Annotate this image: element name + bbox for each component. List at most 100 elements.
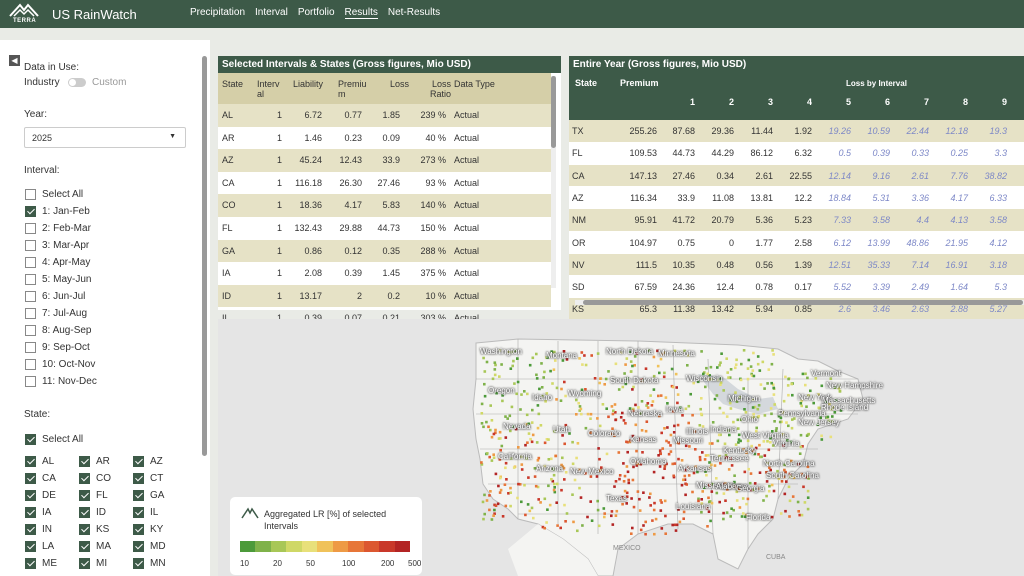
table-row[interactable]: AR 1 1.46 0.23 0.09 40 % Actual <box>218 127 551 150</box>
data-source-toggle[interactable] <box>68 78 86 87</box>
state-option-ca[interactable]: CA <box>25 471 56 485</box>
col-loss-ratio[interactable]: Loss Ratio <box>429 79 451 99</box>
state-option-mn[interactable]: MN <box>133 556 166 570</box>
select-all-intervals[interactable]: Select All <box>25 187 83 201</box>
table-row[interactable]: FL 1 132.43 29.88 44.73 150 % Actual <box>218 217 551 240</box>
table-row[interactable]: NV 111.5 10.35 0.48 0.56 1.39 12.51 35.33 7.14 16… <box>569 253 1024 276</box>
interval-option-2[interactable]: 2: Feb-Mar <box>25 221 91 235</box>
checkbox[interactable] <box>25 540 36 552</box>
state-option-az[interactable]: AZ <box>133 454 163 468</box>
state-option-ia[interactable]: IA <box>25 505 51 519</box>
table-row[interactable]: AL 1 6.72 0.77 1.85 239 % Actual <box>218 104 551 127</box>
col-interval-4[interactable]: 4 <box>806 97 812 107</box>
state-option-ar[interactable]: AR <box>79 454 110 468</box>
col-interval-8[interactable]: 8 <box>962 97 968 107</box>
state-option-ct[interactable]: CT <box>133 471 163 485</box>
checkbox[interactable] <box>133 523 144 535</box>
col-interval-3[interactable]: 3 <box>767 97 773 107</box>
checkbox[interactable] <box>79 455 90 467</box>
col-liability[interactable]: Liability <box>293 79 324 89</box>
us-loss-ratio-map[interactable]: Washington Montana North Dakota Minnesota So… <box>218 319 1024 576</box>
checkbox[interactable] <box>25 472 36 484</box>
state-option-ks[interactable]: KS <box>79 522 109 536</box>
nav-results[interactable]: Results <box>344 7 378 19</box>
table-row[interactable]: FL 109.53 44.73 44.29 86.12 6.32 0.5 0.39 0.33 0.… <box>569 142 1024 164</box>
col-loss[interactable]: Loss <box>390 79 410 89</box>
interval-option-8[interactable]: 8: Aug-Sep <box>25 323 91 337</box>
state-option-id[interactable]: ID <box>79 505 106 519</box>
checkbox[interactable] <box>25 307 36 319</box>
col-interval-7[interactable]: 7 <box>923 97 929 107</box>
col-data-type[interactable]: Data Type <box>454 79 495 89</box>
checkbox[interactable] <box>25 273 36 285</box>
nav-net-results[interactable]: Net-Results <box>387 7 441 18</box>
table-row[interactable]: AZ 1 45.24 12.43 33.9 273 % Actual <box>218 149 551 172</box>
nav-portfolio[interactable]: Portfolio <box>297 7 335 18</box>
col-interval-5[interactable]: 5 <box>845 97 851 107</box>
state-option-al[interactable]: AL <box>25 454 54 468</box>
state-option-me[interactable]: ME <box>25 556 57 570</box>
checkbox[interactable] <box>25 290 36 302</box>
interval-option-9[interactable]: 9: Sep-Oct <box>25 340 90 354</box>
checkbox[interactable] <box>25 433 36 445</box>
table-row[interactable]: TX 255.26 87.68 29.36 11.44 1.92 19.26 10.59 22.… <box>569 120 1024 142</box>
checkbox[interactable] <box>79 472 90 484</box>
checkbox[interactable] <box>25 256 36 268</box>
checkbox[interactable] <box>133 506 144 518</box>
col-state[interactable]: State <box>575 78 598 88</box>
nav-interval[interactable]: Interval <box>255 7 288 18</box>
checkbox[interactable] <box>25 324 36 336</box>
interval-option-11[interactable]: 11: Nov-Dec <box>25 374 97 388</box>
checkbox[interactable] <box>79 557 90 569</box>
checkbox[interactable] <box>25 557 36 569</box>
state-option-ga[interactable]: GA <box>133 488 164 502</box>
table-row[interactable]: OR 104.97 0.75 0 1.77 2.58 6.12 13.99 48.86 21.95… <box>569 232 1024 254</box>
table-row[interactable]: GA 1 0.86 0.12 0.35 288 % Actual <box>218 239 551 263</box>
table-row[interactable]: NM 95.91 41.72 20.79 5.36 5.23 7.33 3.58 4.4 4.13… <box>569 209 1024 231</box>
state-option-ky[interactable]: KY <box>133 522 163 536</box>
interval-option-6[interactable]: 6: Jun-Jul <box>25 289 85 303</box>
table-row[interactable]: CA 1 116.18 26.30 27.46 93 % Actual <box>218 172 551 195</box>
checkbox[interactable] <box>25 455 36 467</box>
checkbox[interactable] <box>25 222 36 234</box>
interval-option-3[interactable]: 3: Mar-Apr <box>25 238 89 252</box>
checkbox[interactable] <box>25 489 36 501</box>
col-state[interactable]: State <box>222 79 244 89</box>
table1-scrollbar[interactable] <box>551 76 556 288</box>
state-option-fl[interactable]: FL <box>79 488 108 502</box>
table-row[interactable]: CA 147.13 27.46 0.34 2.61 22.55 12.14 9.16 2.61 7… <box>569 164 1024 187</box>
checkbox[interactable] <box>133 489 144 501</box>
table-row[interactable]: SD 67.59 24.36 12.4 0.78 0.17 5.52 3.39 2.49 1.64… <box>569 276 1024 298</box>
checkbox[interactable] <box>25 341 36 353</box>
checkbox[interactable] <box>133 557 144 569</box>
select-all-states[interactable]: Select All <box>25 432 83 446</box>
table-row[interactable]: AZ 116.34 33.9 11.08 13.81 12.2 18.84 5.31 3.36 4… <box>569 187 1024 209</box>
table-row[interactable]: CO 1 18.36 4.17 5.83 140 % Actual <box>218 194 551 217</box>
interval-option-1[interactable]: 1: Jan-Feb <box>25 204 90 218</box>
checkbox[interactable] <box>133 455 144 467</box>
checkbox[interactable] <box>79 540 90 552</box>
nav-precipitation[interactable]: Precipitation <box>190 7 246 18</box>
checkbox[interactable] <box>25 188 36 200</box>
map-canvas[interactable] <box>218 319 1024 576</box>
state-option-mi[interactable]: MI <box>79 556 107 570</box>
col-interval-2[interactable]: 2 <box>728 97 734 107</box>
year-select[interactable]: 2025 ▼ <box>24 127 186 148</box>
table-row[interactable]: ID 1 13.17 2 0.2 10 % Actual <box>218 284 551 308</box>
table2-scrollbar[interactable] <box>575 300 1024 305</box>
checkbox[interactable] <box>25 239 36 251</box>
checkbox[interactable] <box>25 375 36 387</box>
checkbox[interactable] <box>133 472 144 484</box>
col-interval[interactable]: Interv al <box>257 79 280 99</box>
interval-option-4[interactable]: 4: Apr-May <box>25 255 90 269</box>
table-row[interactable]: IL 10.39 0.07 0.21 303 % Actual <box>218 307 551 330</box>
state-option-co[interactable]: CO <box>79 471 111 485</box>
interval-option-5[interactable]: 5: May-Jun <box>25 272 91 286</box>
collapse-sidebar-button[interactable]: ◀ <box>9 55 20 66</box>
state-option-in[interactable]: IN <box>25 522 52 536</box>
sidebar-scrollbar[interactable] <box>202 56 207 456</box>
col-premium[interactable]: Premiu m <box>338 79 367 99</box>
col-interval-6[interactable]: 6 <box>884 97 890 107</box>
checkbox[interactable] <box>79 523 90 535</box>
checkbox[interactable] <box>25 358 36 370</box>
